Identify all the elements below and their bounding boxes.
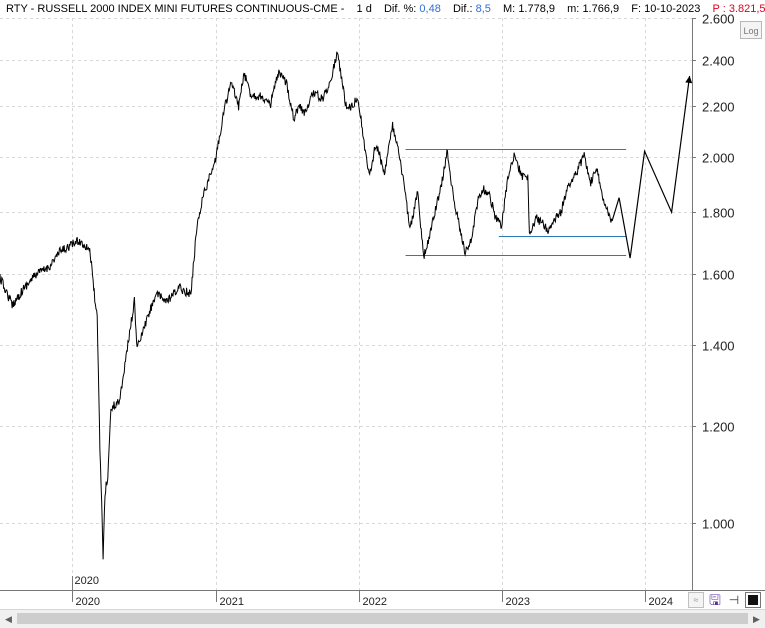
timeframe-label: 1 d: [356, 3, 372, 15]
max-label: M:: [503, 3, 516, 15]
price-label: P :: [712, 3, 726, 15]
x-axis-ticks: 2020 2021 2022 2023 2024 2020: [72, 575, 673, 608]
y-tick-label: 2.200: [702, 100, 735, 115]
scroll-left-icon[interactable]: ◀: [5, 614, 12, 624]
y-tick-label: 2.600: [702, 12, 735, 27]
max-value: 1.778,9: [518, 3, 556, 15]
x-tick-label: 2020: [76, 596, 100, 608]
plot-area: [0, 18, 692, 590]
y-tick-label: 1.800: [702, 206, 735, 221]
projection-line: [611, 75, 691, 259]
scroll-thumb[interactable]: [17, 613, 748, 624]
expand-arrows-icon[interactable]: ≈: [688, 592, 704, 608]
price-series: [0, 51, 693, 560]
channel-lines: [405, 149, 627, 256]
dif-pct-label: Dif. %:: [383, 3, 417, 15]
x-top-tick-label: 2020: [75, 575, 99, 587]
horizontal-scrollbar[interactable]: ◀ ▶: [0, 609, 765, 628]
projection-arrowhead: [685, 75, 693, 84]
date-value: 10-10-2023: [644, 3, 701, 15]
price-line: [0, 51, 613, 560]
min-label: m:: [567, 3, 580, 15]
save-icon[interactable]: 🖫: [709, 592, 721, 608]
y-tick-label: 1.400: [702, 339, 735, 354]
date-label: F:: [631, 3, 642, 15]
y-tick-label: 2.000: [702, 151, 735, 166]
scroll-right-icon[interactable]: ▶: [753, 614, 760, 624]
pin-icon[interactable]: ⊣: [728, 593, 740, 607]
y-tick-label: 1.200: [702, 420, 735, 435]
y-tick-label: 2.400: [702, 54, 735, 69]
x-tick-label: 2022: [363, 596, 387, 608]
color-square-icon[interactable]: [745, 592, 761, 608]
dif-value: 8,5: [475, 3, 491, 15]
x-tick-label: 2024: [649, 596, 673, 608]
price-value: 3.821,5: [728, 3, 765, 15]
dif-label: Dif.:: [452, 3, 473, 15]
y-axis-ticks: 1.000 1.200 1.400 1.600 1.800 2.000 2.200 2.400…: [692, 12, 735, 532]
log-scale-button[interactable]: Log: [740, 21, 762, 39]
min-value: 1.766,9: [582, 3, 620, 15]
x-tick-label: 2021: [220, 596, 244, 608]
price-chart[interactable]: 1.000 1.200 1.400 1.600 1.800 2.000 2.200 2.400…: [0, 0, 765, 609]
y-tick-label: 1.000: [702, 517, 735, 532]
grid-layer: [0, 18, 692, 590]
chart-header: RTY - RUSSELL 2000 INDEX MINI FUTURES CO…: [0, 0, 765, 18]
x-tick-label: 2023: [506, 596, 530, 608]
dif-pct-value: 0,48: [419, 3, 441, 15]
y-tick-label: 1.600: [702, 268, 735, 283]
instrument-title: RTY - RUSSELL 2000 INDEX MINI FUTURES CO…: [6, 3, 345, 15]
